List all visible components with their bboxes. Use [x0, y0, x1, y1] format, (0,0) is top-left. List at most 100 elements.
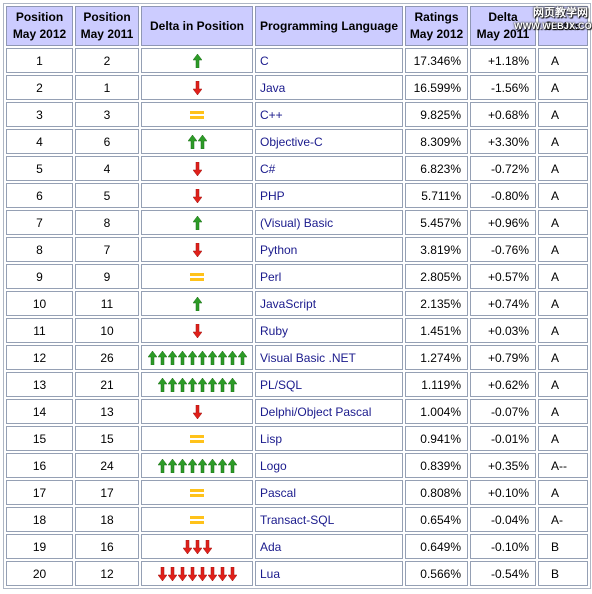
language-link[interactable]: Delphi/Object Pascal: [260, 404, 372, 419]
arrow-up-icon: [207, 458, 217, 473]
delta-rating-cell: -0.76%: [470, 237, 536, 262]
rating-cell: 0.654%: [405, 507, 468, 532]
arrow-up-icon: [187, 134, 197, 149]
language-link[interactable]: C: [260, 53, 269, 68]
language-link[interactable]: Transact-SQL: [260, 512, 335, 527]
rating-cell: 9.825%: [405, 102, 468, 127]
arrow-down-icon: [192, 404, 202, 419]
table-row: 16 24 Logo 0.839% +0.35% A--: [6, 453, 588, 478]
delta-position-cell: [141, 480, 253, 505]
equal-sign-icon: [190, 434, 204, 443]
delta-rating-cell: -1.56%: [470, 75, 536, 100]
language-link[interactable]: Visual Basic .NET: [260, 350, 356, 365]
delta-rating-cell: +0.03%: [470, 318, 536, 343]
language-cell: C: [255, 48, 403, 73]
status-cell: A: [538, 48, 588, 73]
header-delta-position: Delta in Position: [141, 6, 253, 46]
position-2012-cell: 18: [6, 507, 73, 532]
language-cell: Lisp: [255, 426, 403, 451]
arrow-up-icon: [197, 134, 207, 149]
language-cell: JavaScript: [255, 291, 403, 316]
header-delta-ratings: Delta May 2011: [470, 6, 536, 46]
delta-rating-cell: -0.04%: [470, 507, 536, 532]
language-link[interactable]: JavaScript: [260, 296, 317, 311]
language-cell: C++: [255, 102, 403, 127]
table-row: 19 16 Ada 0.649% -0.10% B: [6, 534, 588, 559]
arrow-up-icon: [167, 458, 177, 473]
language-link[interactable]: Lua: [260, 566, 281, 581]
table-row: 7 8 (Visual) Basic 5.457% +0.96% A: [6, 210, 588, 235]
header-status: Status: [538, 6, 588, 46]
language-cell: Transact-SQL: [255, 507, 403, 532]
language-link[interactable]: PHP: [260, 188, 285, 203]
status-cell: A: [538, 372, 588, 397]
delta-rating-cell: +0.79%: [470, 345, 536, 370]
arrow-down-icon: [192, 539, 202, 554]
delta-position-indicator: [190, 512, 204, 528]
rating-cell: 0.839%: [405, 453, 468, 478]
language-cell: Ruby: [255, 318, 403, 343]
position-2012-cell: 4: [6, 129, 73, 154]
language-link[interactable]: Lisp: [260, 431, 283, 446]
language-link[interactable]: Ruby: [260, 323, 289, 338]
position-2011-cell: 11: [75, 291, 139, 316]
delta-position-cell: [141, 372, 253, 397]
header-programming-language: Programming Language: [255, 6, 403, 46]
arrow-down-icon: [227, 566, 237, 581]
language-link[interactable]: Pascal: [260, 485, 297, 500]
status-cell: A: [538, 237, 588, 262]
delta-position-indicator: [192, 323, 202, 339]
language-link[interactable]: (Visual) Basic: [260, 215, 334, 230]
language-link[interactable]: Logo: [260, 458, 287, 473]
position-2011-cell: 12: [75, 561, 139, 586]
arrow-down-icon: [182, 539, 192, 554]
status-cell: A--: [538, 453, 588, 478]
arrow-down-icon: [207, 566, 217, 581]
language-link[interactable]: C#: [260, 161, 276, 176]
status-cell: A: [538, 210, 588, 235]
arrow-up-icon: [167, 377, 177, 392]
delta-position-cell: [141, 156, 253, 181]
language-link[interactable]: Python: [260, 242, 298, 257]
arrow-up-icon: [227, 350, 237, 365]
table-row: 20 12 Lua 0.566% -0.54% B: [6, 561, 588, 586]
table-row: 12 26 Visual Basic .NET 1.274% +0.79% A: [6, 345, 588, 370]
delta-position-indicator: [190, 107, 204, 123]
rating-cell: 1.451%: [405, 318, 468, 343]
delta-position-indicator: [192, 242, 202, 258]
language-link[interactable]: Ada: [260, 539, 282, 554]
arrow-up-icon: [197, 377, 207, 392]
language-link[interactable]: Perl: [260, 269, 282, 284]
delta-position-cell: [141, 264, 253, 289]
arrow-up-icon: [227, 377, 237, 392]
language-cell: PL/SQL: [255, 372, 403, 397]
arrow-up-icon: [157, 350, 167, 365]
position-2011-cell: 1: [75, 75, 139, 100]
arrow-up-icon: [217, 350, 227, 365]
status-cell: A: [538, 156, 588, 181]
position-2012-cell: 15: [6, 426, 73, 451]
delta-rating-cell: +0.74%: [470, 291, 536, 316]
position-2011-cell: 2: [75, 48, 139, 73]
arrow-up-icon: [187, 377, 197, 392]
language-link[interactable]: PL/SQL: [260, 377, 303, 392]
position-2012-cell: 7: [6, 210, 73, 235]
table-row: 4 6 Objective-C 8.309% +3.30% A: [6, 129, 588, 154]
status-cell: A: [538, 480, 588, 505]
status-cell: A: [538, 345, 588, 370]
language-link[interactable]: C++: [260, 107, 283, 122]
language-link[interactable]: Java: [260, 80, 286, 95]
position-2011-cell: 15: [75, 426, 139, 451]
arrow-up-icon: [227, 458, 237, 473]
delta-position-cell: [141, 102, 253, 127]
status-cell: A-: [538, 507, 588, 532]
header-position-2011: Position May 2011: [75, 6, 139, 46]
delta-rating-cell: +0.10%: [470, 480, 536, 505]
delta-position-indicator: [192, 404, 202, 420]
arrow-up-icon: [217, 377, 227, 392]
language-cell: Delphi/Object Pascal: [255, 399, 403, 424]
language-cell: Logo: [255, 453, 403, 478]
language-cell: Perl: [255, 264, 403, 289]
delta-rating-cell: -0.80%: [470, 183, 536, 208]
language-link[interactable]: Objective-C: [260, 134, 323, 149]
